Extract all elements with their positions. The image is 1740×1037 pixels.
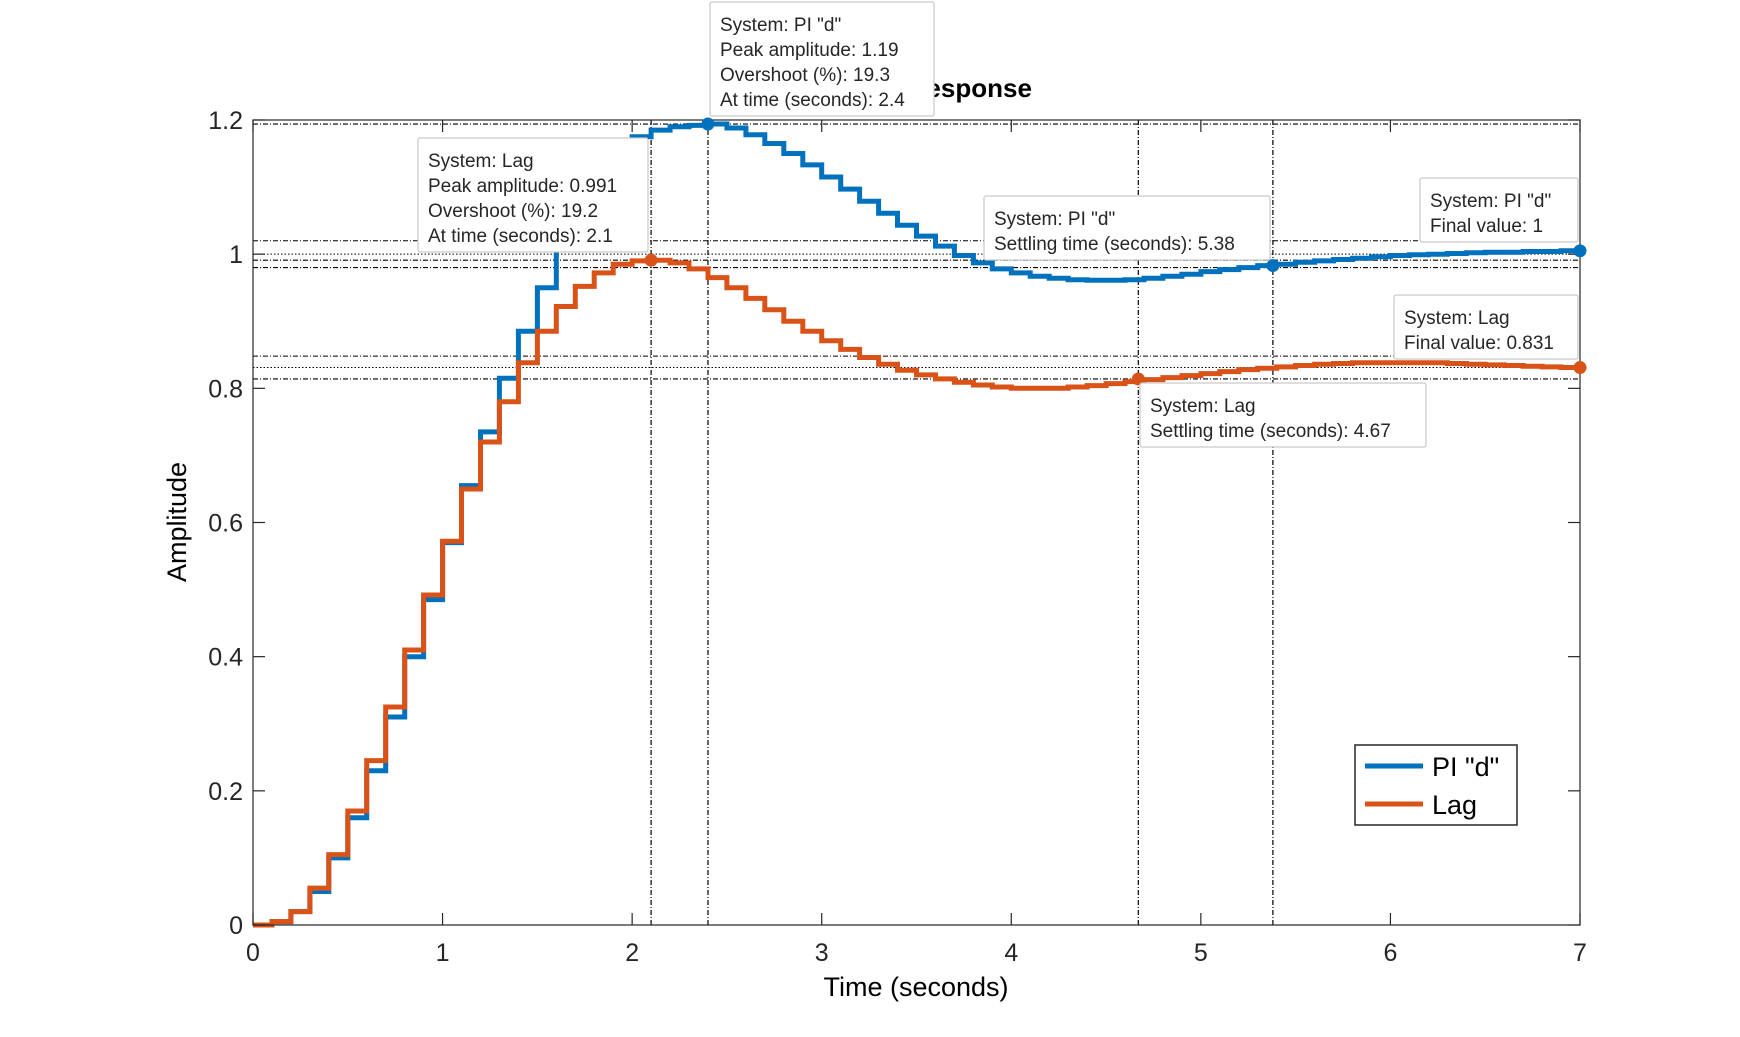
- x-tick-label-2: 2: [625, 939, 639, 967]
- datatip-pi-peak: System: PI "d" Peak amplitude: 1.19 Oversh…: [709, 1, 935, 117]
- datatip-lag-final-line-1: Final value: 0.831: [1404, 333, 1554, 354]
- y-tick-label-0: 0: [229, 912, 243, 940]
- datatip-pi-settling-line-0: System: PI "d": [994, 209, 1115, 230]
- datatips: System: PI "d" Peak amplitude: 1.19 Oversh…: [417, 1, 1579, 448]
- datatip-pi-settling-box: [983, 195, 1271, 261]
- datatip-pi-final-line-1: Final value: 1: [1430, 216, 1543, 237]
- datatip-lag-settling-line-1: Settling time (seconds): 4.67: [1150, 421, 1391, 442]
- series-line-1: [253, 257, 1580, 928]
- datatip-pi-final-box: [1419, 177, 1579, 243]
- legend-box: [1354, 744, 1518, 826]
- datatip-pi-final-line-0: System: PI "d": [1430, 191, 1551, 212]
- datatip-lag-settling-line-0: System: Lag: [1150, 396, 1256, 417]
- y-tick-label-5: 1: [229, 241, 243, 269]
- datatip-pi-settling-line-1: Settling time (seconds): 5.38: [994, 234, 1235, 255]
- marker-3: [1131, 372, 1145, 386]
- datatip-lag-peak: System: Lag Peak amplitude: 0.991 Overshoo…: [417, 137, 649, 253]
- axis-ticks: 0 1 2 3 4 5 6 7 0 0.2 0.4 0.6 0.8 1 1.2: [208, 107, 1587, 967]
- datatip-pi-peak-line-1: Peak amplitude: 1.19: [720, 40, 899, 61]
- datatip-pi-peak-line-3: At time (seconds): 2.4: [720, 90, 905, 111]
- datatip-lag-peak-line-1: Peak amplitude: 0.991: [428, 176, 617, 197]
- datatip-lag-peak-box: [417, 137, 649, 253]
- datatip-lag-final-box: [1393, 294, 1579, 360]
- datatip-pi-peak-line-2: Overshoot (%): 19.3: [720, 65, 890, 86]
- x-tick-label-1: 1: [436, 939, 450, 967]
- datatip-lag-settling: System: Lag Settling time (seconds): 4.67: [1139, 382, 1427, 448]
- marker-1: [644, 253, 658, 267]
- datatip-lag-settling-box: [1139, 382, 1427, 448]
- marker-5: [1573, 361, 1587, 375]
- y-tick-label-1: 0.2: [208, 778, 243, 806]
- x-axis-label: Time (seconds): [823, 972, 1008, 1002]
- datatip-lag-peak-line-3: At time (seconds): 2.1: [428, 226, 613, 247]
- datatip-lag-peak-line-0: System: Lag: [428, 151, 534, 172]
- y-tick-label-6: 1.2: [208, 107, 243, 135]
- y-tick-label-3: 0.6: [208, 510, 243, 538]
- legend-label-pi-d: PI "d": [1432, 752, 1499, 782]
- y-tick-label-4: 0.8: [208, 375, 243, 403]
- datatip-pi-peak-box: [709, 1, 935, 117]
- legend[interactable]: PI "d" Lag: [1354, 744, 1518, 826]
- marker-0: [701, 117, 715, 131]
- datatip-pi-settling: System: PI "d" Settling time (seconds): 5…: [983, 195, 1271, 261]
- datatip-lag-peak-line-2: Overshoot (%): 19.2: [428, 201, 598, 222]
- datatip-lag-final: System: Lag Final value: 0.831: [1393, 294, 1579, 360]
- x-tick-label-3: 3: [815, 939, 829, 967]
- marker-4: [1573, 244, 1587, 258]
- x-tick-label-5: 5: [1194, 939, 1208, 967]
- y-tick-label-2: 0.4: [208, 644, 243, 672]
- datatip-pi-peak-line-0: System: PI "d": [720, 15, 841, 36]
- datatip-pi-final: System: PI "d" Final value: 1: [1419, 177, 1579, 243]
- x-tick-label-4: 4: [1004, 939, 1018, 967]
- characteristic-markers: [644, 117, 1587, 386]
- x-tick-label-6: 6: [1383, 939, 1397, 967]
- y-axis-label: Amplitude: [162, 462, 192, 582]
- x-tick-label-0: 0: [246, 939, 260, 967]
- x-tick-label-7: 7: [1573, 939, 1587, 967]
- series-line-0: [253, 121, 1580, 928]
- marker-2: [1266, 259, 1280, 273]
- legend-label-lag: Lag: [1432, 790, 1477, 820]
- datatip-lag-final-line-0: System: Lag: [1404, 308, 1510, 329]
- series-lines: [253, 121, 1580, 928]
